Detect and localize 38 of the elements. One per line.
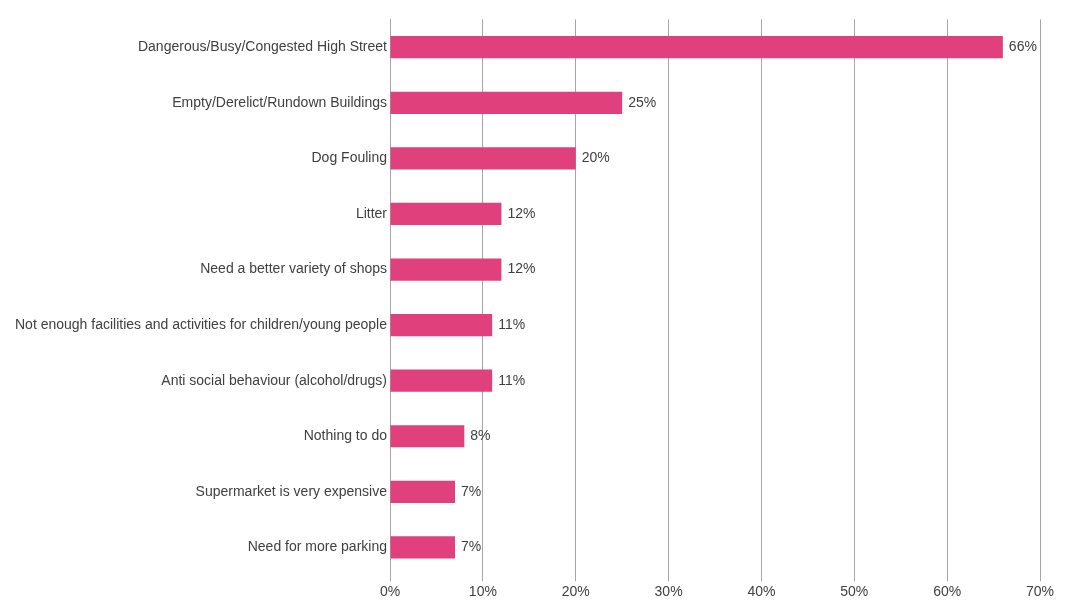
- y-tick-label: Supermarket is very expensive: [195, 482, 388, 499]
- bar: [390, 202, 502, 226]
- data-label: 20%: [581, 149, 610, 166]
- y-tick-label: Anti social behaviour (alcohol/drugs): [161, 371, 387, 388]
- y-tick-label: Dog Fouling: [311, 149, 387, 166]
- x-tick-label: 30%: [654, 583, 683, 600]
- y-tick-label: Need a better variety of shops: [200, 260, 387, 277]
- bar: [390, 369, 493, 392]
- x-tick-label: 40%: [747, 583, 776, 600]
- data-label: 8%: [470, 427, 491, 444]
- y-tick-label: Need for more parking: [247, 538, 387, 555]
- y-tick-label: Nothing to do: [303, 427, 388, 444]
- bar: [390, 36, 1003, 59]
- data-label: 12%: [507, 204, 536, 221]
- data-label: 7%: [461, 538, 482, 555]
- data-label: 12%: [507, 260, 536, 277]
- data-label: 11%: [498, 315, 526, 332]
- y-tick-label: Litter: [355, 204, 388, 221]
- y-tick-label: Not enough facilities and activities for children/young people: [14, 315, 388, 332]
- x-tick-label: 60%: [933, 583, 962, 600]
- data-label: 11%: [498, 371, 526, 388]
- data-label: 66%: [1008, 38, 1037, 55]
- x-tick-label: 0%: [379, 583, 401, 600]
- bar: [390, 147, 576, 170]
- bar: [390, 313, 493, 337]
- bar: [390, 91, 623, 114]
- data-label: 25%: [628, 93, 657, 110]
- bar: [390, 480, 455, 503]
- data-label: 7%: [461, 482, 482, 499]
- x-tick-label: 10%: [468, 583, 497, 600]
- x-tick-label: 50%: [840, 583, 869, 600]
- x-tick-label: 20%: [561, 583, 590, 600]
- x-tick-label: 70%: [1025, 583, 1055, 600]
- y-tick-label: Dangerous/Busy/Congested High Street: [137, 38, 388, 55]
- bar: [390, 258, 502, 281]
- y-tick-label: Empty/Derelict/Rundown Buildings: [172, 93, 387, 110]
- bar: [390, 425, 465, 448]
- bar: [390, 536, 455, 559]
